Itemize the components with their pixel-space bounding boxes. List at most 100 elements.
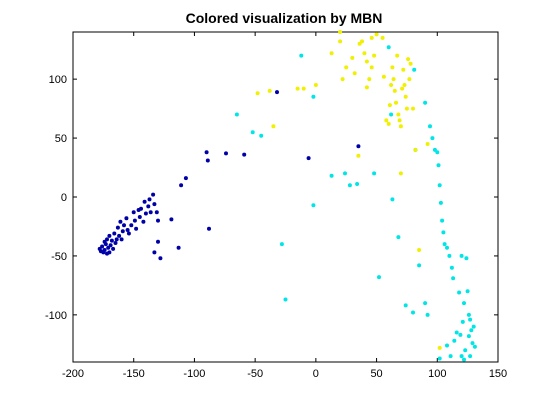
data-point (397, 118, 402, 123)
data-point (411, 106, 415, 111)
data-point (131, 210, 136, 215)
data-point (139, 206, 143, 211)
data-point (390, 65, 395, 70)
data-point (401, 67, 406, 72)
data-point (441, 230, 446, 235)
data-point (279, 242, 284, 247)
data-point (449, 265, 454, 270)
data-point (386, 45, 391, 50)
x-tick-label: 150 (489, 368, 507, 380)
data-point (362, 51, 367, 56)
data-point (360, 39, 364, 44)
x-tick-label: -100 (183, 368, 205, 380)
data-point (107, 250, 112, 255)
data-point (462, 301, 466, 306)
data-point (242, 152, 247, 157)
data-point (438, 200, 443, 205)
data-point (119, 237, 124, 242)
data-point (454, 330, 459, 335)
series-0 (97, 90, 361, 261)
data-point (417, 248, 422, 252)
data-point (141, 219, 146, 224)
data-point (471, 324, 476, 329)
data-point (183, 176, 188, 181)
data-point (425, 312, 430, 317)
x-tick-label: -150 (123, 368, 145, 380)
data-point (152, 250, 157, 255)
y-tick-label: 50 (55, 133, 67, 145)
y-tick-label: 0 (61, 192, 67, 204)
data-point (448, 354, 453, 359)
data-point (458, 332, 463, 337)
data-point (464, 256, 469, 261)
data-point (389, 83, 394, 87)
data-point (205, 158, 210, 163)
data-point (152, 202, 157, 207)
data-point (406, 57, 411, 62)
data-point (387, 103, 392, 108)
data-point (356, 144, 361, 149)
data-point (169, 217, 174, 222)
data-point (313, 83, 318, 87)
axes-frame (72, 31, 499, 363)
data-point (470, 341, 475, 346)
data-point (369, 35, 374, 40)
series-1 (234, 45, 477, 362)
data-point (466, 334, 471, 339)
data-point (355, 182, 360, 186)
data-point (413, 147, 418, 152)
data-point (394, 100, 398, 105)
data-point (403, 94, 408, 99)
data-point (459, 253, 464, 258)
data-point (468, 354, 473, 359)
data-point (146, 204, 151, 209)
data-point (100, 244, 105, 249)
data-point (122, 223, 126, 228)
data-point (344, 65, 349, 70)
data-point (283, 297, 288, 302)
data-point (234, 112, 239, 117)
data-point (463, 348, 468, 353)
data-point (390, 197, 395, 202)
data-point (398, 171, 403, 176)
data-point (440, 218, 445, 223)
data-point (469, 328, 474, 333)
data-point (295, 86, 300, 91)
data-points (97, 30, 477, 362)
data-point (340, 77, 345, 82)
data-point (179, 183, 184, 188)
data-point (158, 256, 163, 261)
data-point (460, 319, 465, 324)
data-point (396, 235, 401, 240)
data-point (411, 310, 415, 315)
data-point (129, 223, 134, 228)
data-point (407, 77, 412, 82)
x-tick-label: -200 (62, 368, 84, 380)
y-tick-label: 100 (49, 74, 67, 86)
data-point (423, 301, 428, 306)
data-point (447, 253, 452, 258)
data-point (395, 53, 400, 58)
data-point (350, 55, 355, 60)
data-point (437, 183, 442, 188)
data-point (343, 171, 347, 176)
data-point (412, 67, 417, 72)
data-point (374, 32, 379, 37)
data-point (111, 246, 116, 251)
data-point (147, 197, 152, 202)
data-point (204, 150, 209, 155)
data-point (113, 241, 118, 245)
data-point (137, 215, 142, 219)
data-point (404, 106, 409, 111)
data-point (299, 53, 304, 58)
data-point (329, 51, 334, 56)
data-point (372, 53, 377, 58)
data-point (255, 91, 260, 96)
data-point (437, 345, 442, 350)
data-point (271, 124, 276, 129)
data-point (347, 183, 352, 188)
data-point (132, 218, 137, 223)
data-point (151, 192, 156, 197)
